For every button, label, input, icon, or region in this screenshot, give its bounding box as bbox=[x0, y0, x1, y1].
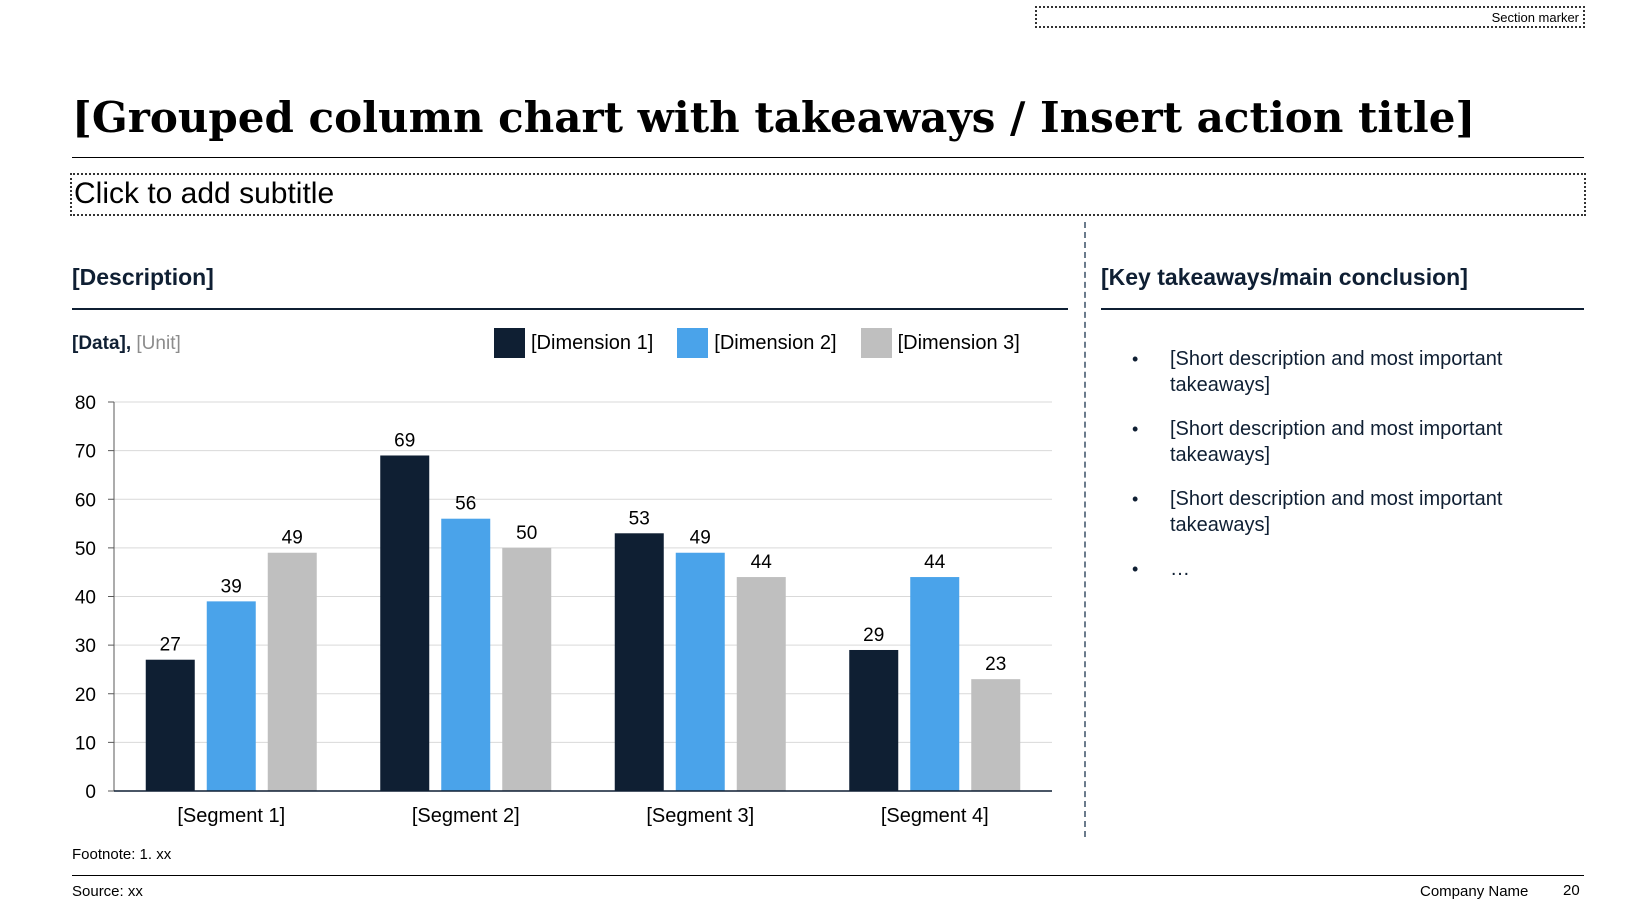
y-tick-label: 70 bbox=[75, 442, 96, 463]
bullet-icon: • bbox=[1132, 489, 1139, 509]
page-number: 20 bbox=[1563, 882, 1580, 899]
company-name: Company Name bbox=[1420, 883, 1529, 900]
takeaway-item: • [Short description and most important t… bbox=[1122, 486, 1582, 538]
bar-data-label: 44 bbox=[751, 552, 773, 573]
takeaway-text: [Short description and most important ta… bbox=[1170, 418, 1503, 466]
bar-data-label: 23 bbox=[985, 654, 1006, 675]
legend-label-dimension-1: [Dimension 1] bbox=[531, 332, 654, 354]
bullet-icon: • bbox=[1132, 349, 1139, 369]
bar-data-label: 39 bbox=[221, 576, 242, 597]
bar bbox=[910, 577, 960, 791]
legend-label-dimension-3: [Dimension 3] bbox=[897, 332, 1020, 354]
y-tick-label: 40 bbox=[75, 588, 96, 609]
title-divider bbox=[72, 157, 1584, 158]
page-title[interactable]: [Grouped column chart with takeaways / I… bbox=[72, 93, 1476, 142]
footer-divider bbox=[72, 875, 1584, 876]
footnote: Footnote: 1. xx bbox=[72, 846, 172, 863]
bar bbox=[145, 659, 195, 791]
chart-legend: [Dimension 1] [Dimension 2] [Dimension 3… bbox=[494, 328, 1044, 358]
takeaways-rule bbox=[1101, 308, 1584, 310]
description-heading: [Description] bbox=[72, 264, 214, 290]
bar bbox=[736, 577, 786, 791]
legend-swatch-dimension-1 bbox=[494, 328, 525, 358]
takeaways-heading: [Key takeaways/main conclusion] bbox=[1101, 264, 1468, 290]
x-category-label: [Segment 3] bbox=[646, 805, 754, 827]
legend-item-dimension-2: [Dimension 2] bbox=[677, 328, 837, 358]
data-unit-label: [Data], [Unit] bbox=[72, 333, 181, 355]
y-tick-label: 60 bbox=[75, 490, 96, 511]
bar bbox=[614, 533, 664, 791]
bullet-icon: • bbox=[1132, 419, 1139, 439]
y-tick-label: 10 bbox=[75, 733, 96, 754]
y-tick-label: 80 bbox=[75, 393, 96, 414]
x-category-label: [Segment 2] bbox=[412, 805, 520, 827]
takeaway-item: • [Short description and most important t… bbox=[1122, 416, 1582, 468]
bar-data-label: 29 bbox=[863, 625, 884, 646]
bar bbox=[502, 547, 552, 791]
bar bbox=[971, 679, 1021, 791]
bar-data-label: 69 bbox=[394, 430, 415, 451]
y-tick-label: 20 bbox=[75, 685, 96, 706]
source-note: Source: xx bbox=[72, 883, 143, 900]
legend-swatch-dimension-2 bbox=[677, 328, 709, 358]
bar bbox=[267, 552, 317, 791]
bar bbox=[206, 601, 256, 791]
bullet-icon: • bbox=[1132, 559, 1139, 579]
bar bbox=[441, 518, 491, 791]
bar bbox=[380, 455, 430, 791]
bar-data-label: 44 bbox=[924, 552, 946, 573]
takeaway-item: •… bbox=[1122, 556, 1582, 582]
bar-data-label: 49 bbox=[690, 528, 711, 549]
legend-item-dimension-3: [Dimension 3] bbox=[860, 328, 1020, 358]
bar-data-label: 49 bbox=[282, 528, 303, 549]
y-tick-label: 30 bbox=[75, 636, 96, 657]
takeaway-text: [Short description and most important ta… bbox=[1170, 348, 1503, 396]
y-tick-label: 50 bbox=[75, 539, 96, 560]
legend-swatch-dimension-3 bbox=[860, 328, 892, 358]
y-tick-label: 0 bbox=[85, 782, 96, 803]
bar bbox=[675, 552, 725, 791]
takeaway-text: [Short description and most important ta… bbox=[1170, 488, 1503, 536]
x-category-label: [Segment 4] bbox=[881, 805, 989, 827]
bar bbox=[849, 649, 899, 791]
bar-data-label: 50 bbox=[516, 523, 537, 544]
takeaway-item: • [Short description and most important t… bbox=[1122, 346, 1582, 398]
data-label: [Data], bbox=[72, 333, 132, 354]
legend-label-dimension-2: [Dimension 2] bbox=[714, 332, 837, 354]
bar-data-label: 56 bbox=[455, 494, 476, 515]
panel-divider bbox=[1084, 222, 1086, 837]
description-rule bbox=[72, 308, 1068, 310]
bar-data-label: 53 bbox=[629, 508, 650, 529]
unit-label: [Unit] bbox=[136, 333, 181, 354]
section-marker[interactable]: Section marker bbox=[1035, 6, 1585, 28]
takeaways-list: • [Short description and most important t… bbox=[1122, 346, 1582, 600]
takeaway-text: … bbox=[1170, 558, 1190, 580]
legend-item-dimension-1: [Dimension 1] bbox=[494, 328, 653, 358]
x-category-label: [Segment 1] bbox=[177, 805, 285, 827]
subtitle-placeholder[interactable]: Click to add subtitle bbox=[70, 173, 1586, 216]
bar-data-label: 27 bbox=[160, 635, 181, 656]
